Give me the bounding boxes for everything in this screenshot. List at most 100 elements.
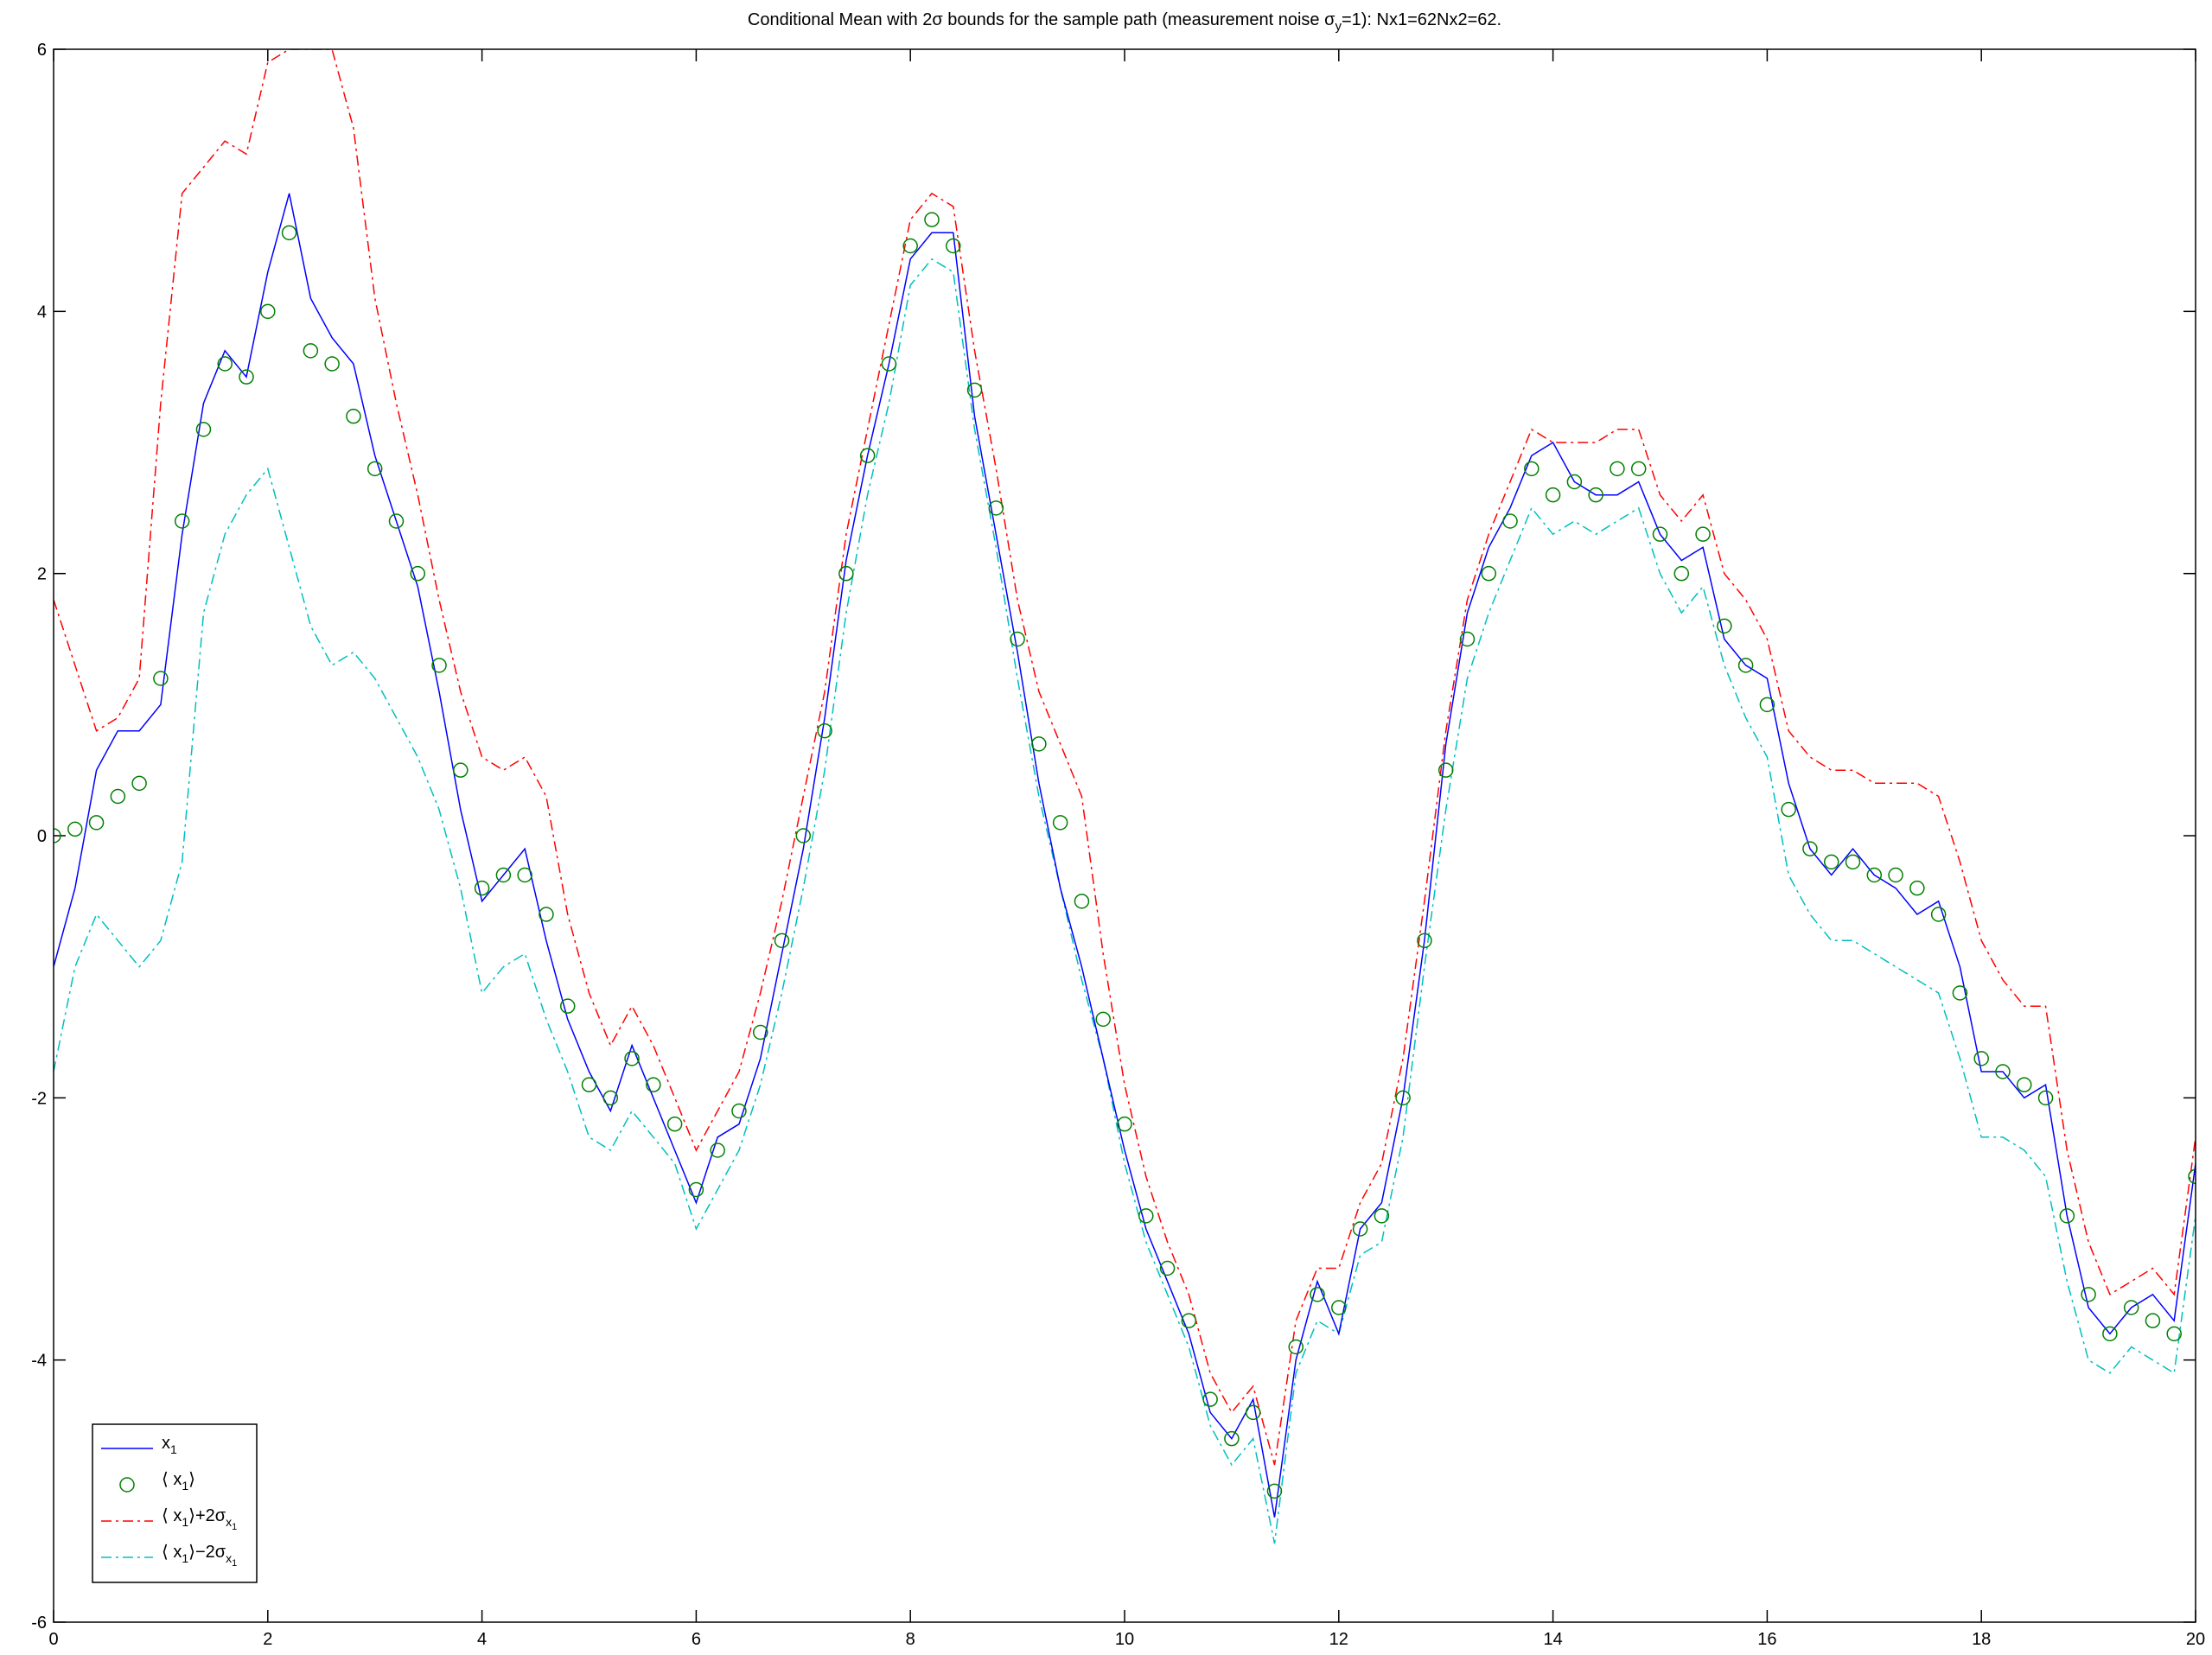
legend-label-part: 1 [232,1522,237,1532]
x-tick-label: 0 [48,1630,58,1649]
legend-label-part: x [226,1515,232,1529]
mean-marker [2145,1313,2161,1328]
mean-marker [1781,801,1796,818]
mean-marker [710,1143,725,1158]
y-tick-label: 6 [37,41,47,60]
x-tick-label: 2 [263,1630,272,1649]
mean-marker [838,565,854,582]
x-tick-label: 10 [1115,1630,1134,1649]
mean-marker [153,671,169,686]
mean-marker [1545,487,1561,503]
mean-marker [1181,1313,1197,1328]
mean-marker [1566,474,1583,490]
legend-label-part: ⟩+2σ [188,1506,226,1525]
legend-label-x1: x1 [162,1434,177,1456]
mean-marker [1352,1221,1368,1237]
mean-marker [1737,658,1754,673]
mean-marker [346,408,361,424]
chart-title-subscript: y [1335,19,1342,34]
mean-marker [902,238,918,254]
mean-marker [646,1077,661,1092]
mean-marker [966,382,983,398]
mean-marker [2037,1090,2054,1106]
mean-marker [1845,854,1861,870]
mean-marker [1010,631,1025,647]
mean-marker [1652,526,1668,542]
mean-marker [1202,1391,1218,1407]
mean-marker [1888,867,1903,883]
legend-label-part: ⟨ x [162,1470,182,1489]
series-line-x1 [54,193,2196,1518]
mean-marker [324,356,340,372]
mean-marker [602,1090,619,1106]
mean-marker [1610,461,1625,477]
mean-marker [1117,1116,1132,1132]
mean-marker [1031,736,1047,752]
mean-marker [1866,867,1883,883]
x-tick-label: 14 [1543,1630,1562,1649]
x-tick-label: 12 [1329,1630,1348,1649]
mean-marker [624,1051,640,1066]
mean-marker [881,356,897,372]
series-line-upper [54,49,2196,1466]
legend-box [92,1423,258,1583]
legend-label-part: ⟨ x [162,1506,182,1525]
mean-marker [1245,1404,1261,1421]
mean-marker [1224,1430,1240,1447]
mean-marker [1673,565,1690,582]
plot-area [54,49,2196,1622]
mean-marker [67,821,83,837]
chart-title-prefix: Conditional Mean with 2σ bounds for the … [748,10,1335,29]
mean-marker [1159,1260,1176,1276]
mean-marker [1459,631,1476,647]
mean-marker [195,422,212,437]
chart-title-suffix: =1): Nx1=62Nx2=62. [1342,10,1501,29]
mean-marker [1288,1339,1304,1355]
legend-label-part: ⟨ x [162,1543,182,1562]
mean-marker [988,500,1004,516]
y-tick-label: -4 [31,1352,47,1371]
y-tick-label: 2 [37,565,47,584]
mean-marker [1630,461,1647,477]
x-tick-label: 8 [906,1630,915,1649]
y-tick-label: -6 [31,1614,47,1633]
mean-marker [1823,854,1839,870]
mean-marker [2188,1168,2196,1185]
mean-marker [817,722,832,739]
mean-marker [474,880,490,896]
legend-label-part: 1 [182,1515,188,1529]
mean-marker [239,369,254,385]
mean-marker [1717,618,1732,634]
mean-marker [1973,1051,1989,1066]
legend-label-part: ⟩ [188,1470,195,1489]
x-axis: 0 2 4 6 8 10 12 14 16 18 20 [48,49,2205,1649]
mean-marker [731,1103,747,1119]
mean-marker [1052,815,1068,831]
mean-marker [1266,1483,1283,1499]
chart-title: Conditional Mean with 2σ bounds for the … [748,10,1501,34]
mean-marker [495,867,512,883]
y-tick-label: -2 [31,1089,47,1108]
x-tick-label: 20 [2186,1630,2205,1649]
mean-marker [110,788,126,805]
mean-marker [1331,1300,1347,1315]
legend-label-part: 1 [182,1479,188,1493]
mean-marker [2081,1287,2096,1302]
mean-marker [1395,1090,1411,1106]
mean-marker [1952,985,1968,1001]
mean-marker [1588,487,1603,503]
mean-marker [303,343,319,359]
mean-marker [410,565,426,582]
legend-label-part: ⟩−2σ [188,1543,226,1562]
mean-marker [2166,1326,2182,1342]
mean-marker [924,212,940,227]
mean-marker [946,238,961,254]
mean-marker [688,1181,704,1198]
mean-marker [431,658,447,673]
mean-marker [1481,565,1497,582]
series-group [54,49,2196,1544]
legend-label-part: 1 [182,1551,188,1565]
mean-marker [54,828,61,843]
mean-marker [453,762,469,778]
